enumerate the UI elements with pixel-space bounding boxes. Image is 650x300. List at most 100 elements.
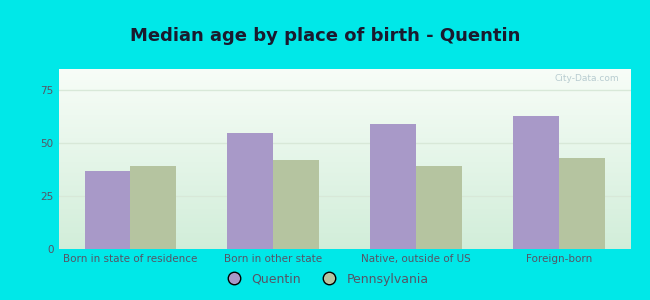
Bar	[58, 116, 630, 117]
Bar	[58, 235, 630, 236]
Bar	[58, 69, 630, 70]
Bar	[58, 126, 630, 127]
Bar	[58, 118, 630, 119]
Bar	[58, 217, 630, 218]
Bar	[58, 195, 630, 196]
Bar	[58, 87, 630, 88]
Bar	[58, 115, 630, 116]
Bar	[58, 191, 630, 192]
Bar	[58, 111, 630, 112]
Bar	[58, 117, 630, 118]
Bar	[58, 192, 630, 193]
Bar	[58, 148, 630, 149]
Bar	[58, 137, 630, 138]
Bar	[58, 225, 630, 226]
Bar	[58, 213, 630, 214]
Bar	[58, 88, 630, 89]
Bar	[58, 209, 630, 210]
Bar	[58, 162, 630, 163]
Bar	[58, 243, 630, 244]
Bar	[58, 91, 630, 92]
Bar	[58, 228, 630, 229]
Bar	[58, 145, 630, 146]
Bar	[58, 197, 630, 198]
Bar	[58, 118, 630, 119]
Bar	[58, 218, 630, 219]
Bar	[58, 227, 630, 228]
Bar	[58, 104, 630, 105]
Bar	[58, 158, 630, 159]
Bar	[58, 86, 630, 87]
Bar	[58, 190, 630, 191]
Bar	[58, 102, 630, 103]
Bar	[58, 113, 630, 114]
Bar	[58, 221, 630, 222]
Bar	[58, 204, 630, 205]
Bar	[58, 119, 630, 120]
Bar	[58, 95, 630, 96]
Bar	[58, 103, 630, 104]
Bar	[58, 133, 630, 134]
Bar	[58, 106, 630, 107]
Bar	[58, 101, 630, 102]
Bar	[58, 222, 630, 223]
Bar	[58, 132, 630, 133]
Bar	[416, 167, 462, 249]
Bar	[58, 153, 630, 154]
Bar	[58, 152, 630, 153]
Bar	[58, 151, 630, 152]
Bar	[58, 76, 630, 77]
Bar	[58, 168, 630, 169]
Bar	[58, 184, 630, 185]
Bar	[58, 245, 630, 246]
Bar	[58, 79, 630, 80]
Bar	[58, 105, 630, 106]
Bar	[58, 141, 630, 142]
Bar	[58, 212, 630, 213]
Bar	[58, 163, 630, 164]
Bar	[58, 181, 630, 182]
Bar	[58, 142, 630, 143]
Bar	[58, 179, 630, 180]
Bar	[58, 147, 630, 148]
Bar	[58, 156, 630, 157]
Bar	[58, 206, 630, 207]
Bar	[58, 208, 630, 209]
Bar	[58, 199, 630, 200]
Bar	[58, 246, 630, 247]
Bar	[58, 239, 630, 240]
Bar	[58, 248, 630, 249]
Bar	[58, 201, 630, 202]
Bar	[58, 100, 630, 101]
Bar	[58, 146, 630, 147]
Bar	[58, 224, 630, 225]
Bar	[58, 90, 630, 91]
Bar	[58, 165, 630, 166]
Bar	[58, 182, 630, 183]
Bar	[58, 230, 630, 231]
Bar	[58, 164, 630, 165]
Bar	[58, 120, 630, 121]
Bar	[58, 178, 630, 179]
Bar	[58, 149, 630, 150]
Bar	[58, 238, 630, 239]
Bar	[58, 77, 630, 78]
Bar	[58, 229, 630, 230]
Bar	[58, 203, 630, 204]
Bar	[58, 107, 630, 108]
Bar	[58, 232, 630, 233]
Bar	[58, 143, 630, 144]
Bar	[58, 84, 630, 85]
Bar	[58, 134, 630, 135]
Bar	[84, 171, 130, 249]
Bar	[58, 124, 630, 125]
Bar	[58, 154, 630, 155]
Bar	[130, 167, 176, 249]
Bar	[58, 93, 630, 94]
Bar	[58, 175, 630, 176]
Bar	[58, 129, 630, 130]
Bar	[58, 176, 630, 177]
Bar	[58, 78, 630, 79]
Bar	[58, 219, 630, 220]
Bar	[58, 114, 630, 115]
